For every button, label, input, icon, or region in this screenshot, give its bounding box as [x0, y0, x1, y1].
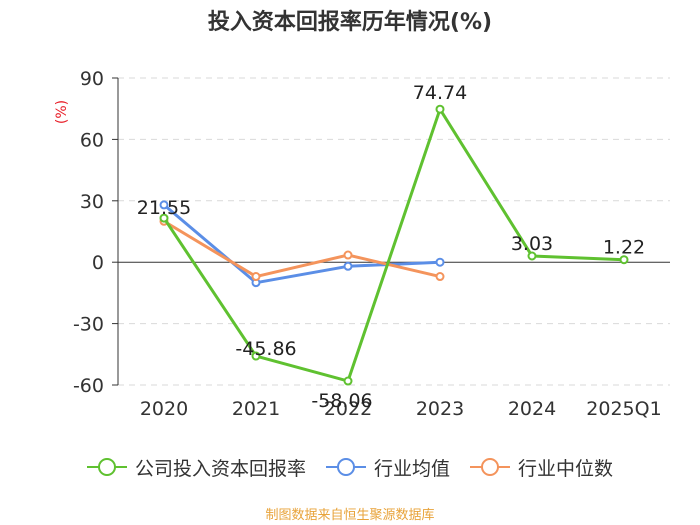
x-tick-label: 2023	[416, 398, 464, 420]
series-line	[163, 203, 441, 285]
data-point	[619, 255, 629, 265]
data-label: 1.22	[603, 237, 645, 259]
data-point	[343, 261, 353, 271]
data-point	[435, 104, 445, 114]
y-tick-label: 0	[92, 252, 104, 274]
chart-legend: 公司投入资本回报率 行业均值 行业中位数	[0, 452, 700, 482]
data-point	[251, 272, 261, 282]
data-point	[159, 213, 169, 223]
data-point	[435, 272, 445, 282]
legend-marker	[86, 458, 127, 476]
legend-item[interactable]: 行业中位数	[470, 454, 613, 481]
chart-title: 投入资本回报率历年情况(%)	[207, 10, 493, 35]
line-chart: 90 60 30 0 -30 -60 (%) 2020 2021 2022 2023 2024 2025…	[54, 68, 670, 420]
x-tick-label: 2025Q1	[586, 398, 661, 420]
x-tick-label: 2024	[508, 398, 556, 420]
data-point	[159, 200, 169, 210]
data-label: -45.86	[235, 338, 296, 360]
series-line	[163, 219, 441, 279]
data-label: 3.03	[511, 233, 553, 255]
legend-marker	[470, 458, 510, 476]
series-line	[162, 107, 625, 383]
data-point	[435, 257, 445, 267]
data-point	[527, 251, 537, 261]
data-label: 21.55	[137, 197, 191, 219]
y-tick-label: 90	[80, 68, 104, 90]
legend-item[interactable]: 行业均值	[325, 454, 450, 481]
legend-label: 行业均值	[373, 457, 450, 480]
y-axis-label: (%)	[54, 100, 70, 124]
legend-label: 行业中位数	[518, 457, 614, 480]
x-tick-label: 2020	[140, 398, 188, 420]
legend-label: 公司投入资本回报率	[134, 457, 306, 480]
legend-marker	[325, 458, 366, 476]
data-point	[343, 250, 353, 260]
source-note: 制图数据来自恒生聚源数据库	[265, 508, 435, 523]
y-tick-label: -60	[73, 375, 104, 397]
x-tick-label: 2021	[232, 398, 280, 420]
x-tick-label: 2022	[324, 398, 372, 420]
y-tick-label: 60	[80, 129, 104, 151]
y-tick-label: -30	[73, 314, 104, 336]
data-point	[343, 376, 353, 386]
data-label: -58.06	[311, 390, 372, 412]
legend-item[interactable]: 公司投入资本回报率	[86, 454, 306, 481]
data-label: 74.74	[413, 82, 467, 104]
y-tick-label: 30	[80, 191, 104, 213]
data-point	[251, 351, 261, 361]
